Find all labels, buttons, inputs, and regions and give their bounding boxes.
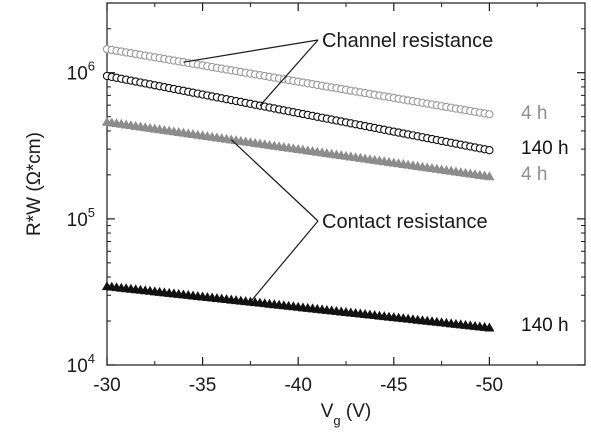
series-3 bbox=[101, 281, 495, 332]
y-tick-label: 104 bbox=[67, 351, 95, 377]
x-axis-title-sub: g bbox=[333, 413, 340, 428]
x-tick-label: -45 bbox=[380, 375, 407, 396]
data-point bbox=[484, 171, 495, 181]
y-axis-title: R*W (Ω*cm) bbox=[24, 132, 45, 236]
y-tick-label: 105 bbox=[67, 205, 95, 231]
x-tick-label: -30 bbox=[93, 375, 120, 396]
series-label-contact-140h: 140 h bbox=[521, 315, 569, 336]
series-label-contact-4h: 4 h bbox=[521, 164, 547, 185]
series-2 bbox=[101, 116, 495, 181]
annotation-leader-line bbox=[230, 139, 319, 222]
x-tick-label: -40 bbox=[284, 375, 311, 396]
annotation-leader-line bbox=[183, 39, 319, 63]
annotation-leader-line bbox=[249, 220, 319, 303]
series-label-channel-4h: 4 h bbox=[521, 103, 547, 124]
data-point bbox=[484, 322, 495, 332]
x-tick-label: -50 bbox=[476, 375, 503, 396]
data-point bbox=[485, 146, 494, 155]
data-point bbox=[485, 110, 494, 119]
x-axis-title: Vg (V) bbox=[321, 401, 372, 428]
x-tick-label: -35 bbox=[189, 375, 216, 396]
annotation-leader-line bbox=[259, 39, 319, 107]
series-layer bbox=[101, 44, 495, 332]
annotation-channel-resistance: Channel resistance bbox=[322, 30, 493, 52]
y-tick-label: 106 bbox=[67, 59, 95, 85]
annotation-contact-resistance: Contact resistance bbox=[322, 211, 488, 233]
series-label-channel-140h: 140 h bbox=[521, 138, 569, 159]
series-0 bbox=[102, 44, 494, 119]
x-axis-title-unit: (V) bbox=[341, 401, 372, 422]
x-axis-title-main: V bbox=[321, 401, 334, 422]
axis-ticks bbox=[106, 2, 585, 366]
annotation-lines bbox=[183, 39, 319, 303]
axis-tick-labels: -30 -35 -40 -45 -50 104 105 106 bbox=[67, 59, 504, 396]
